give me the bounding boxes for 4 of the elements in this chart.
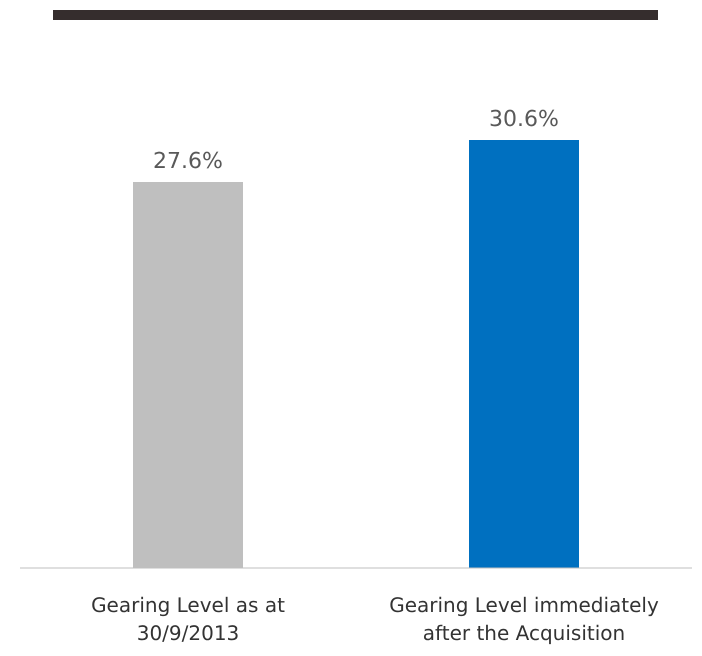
x-tick-label: Gearing Level immediately after the Acquisition xyxy=(389,593,659,645)
data-label: 30.6% xyxy=(489,107,559,132)
x-tick-label: Gearing Level as at 30/9/2013 xyxy=(91,593,286,645)
data-label: 27.6% xyxy=(153,148,223,174)
